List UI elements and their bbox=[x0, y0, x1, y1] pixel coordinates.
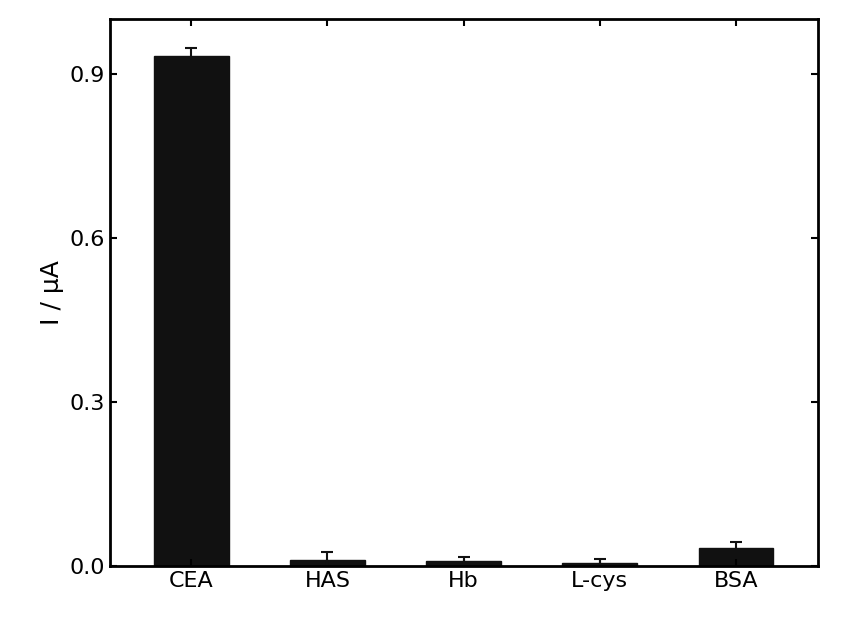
Y-axis label: I / μA: I / μA bbox=[40, 260, 64, 325]
Bar bbox=[153, 57, 228, 566]
Bar bbox=[427, 561, 501, 566]
Bar bbox=[290, 560, 365, 566]
Bar bbox=[562, 563, 637, 566]
Bar bbox=[699, 548, 774, 566]
